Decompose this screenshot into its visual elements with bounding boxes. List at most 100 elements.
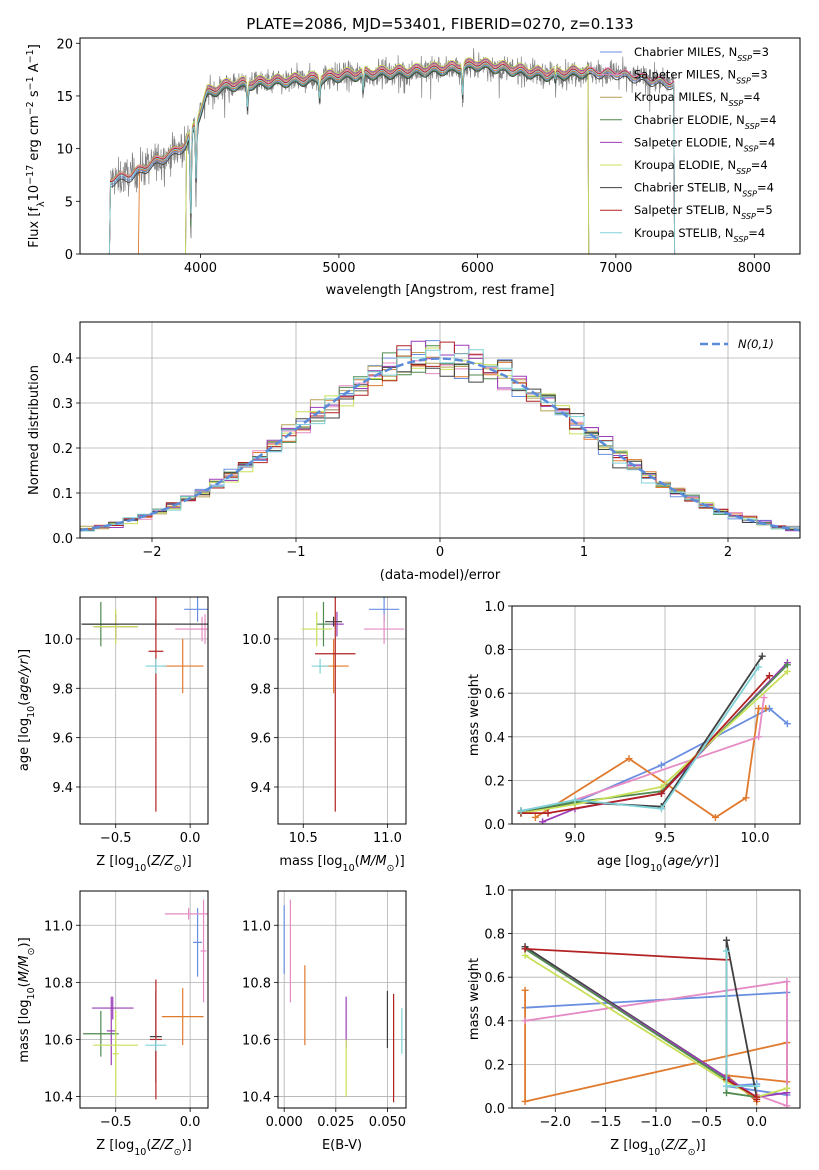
weight-marker bbox=[783, 720, 791, 728]
weight-marker bbox=[531, 813, 539, 821]
x-tick-label: 0.0 bbox=[746, 1115, 767, 1130]
label-part: Z [log bbox=[96, 854, 134, 869]
label-part: ⊙ bbox=[26, 948, 37, 956]
x-tick-label: −2 bbox=[142, 545, 161, 560]
label-part: Flux [f bbox=[27, 207, 42, 248]
x-tick-label: 9.0 bbox=[565, 831, 586, 846]
x-axis-label: (data-model)/error bbox=[380, 568, 501, 583]
x-tick-label: 10.0 bbox=[741, 831, 770, 846]
x-tick-label: 0.000 bbox=[266, 1115, 303, 1130]
error-bar-point bbox=[193, 908, 203, 977]
x-tick-label: 0 bbox=[436, 545, 444, 560]
legend-count: =5 bbox=[756, 203, 773, 217]
weight-marker bbox=[571, 796, 579, 804]
label-part: 10 bbox=[27, 185, 42, 202]
mass-vs-extinction-panel: 0.000 0.025 0.050 10.4 10.6 10.8 11.0 E(B-V) bbox=[242, 890, 407, 1153]
x-tick-label: 0.050 bbox=[369, 1115, 406, 1130]
label-part: )] bbox=[182, 1138, 192, 1153]
label-part: −2 bbox=[25, 101, 36, 115]
y-tick-label: 20 bbox=[56, 37, 73, 52]
weight-marker bbox=[657, 783, 665, 791]
legend-sub: SSP bbox=[734, 234, 749, 243]
x-tick-label: −1 bbox=[286, 545, 305, 560]
legend-entry: Chabrier ELODIE, NSSP=4 bbox=[634, 113, 776, 131]
label-part: mass [log bbox=[17, 999, 32, 1062]
age-vs-metallicity-panel: −0.5 0.09.49.69.810.0Z [log10(Z/Z⊙)]age [… bbox=[17, 596, 209, 874]
legend-count: =4 bbox=[743, 90, 760, 104]
weight-marker bbox=[753, 1095, 761, 1103]
y-tick-label: 10.4 bbox=[242, 1091, 271, 1106]
x-tick-label: 2 bbox=[724, 545, 732, 560]
legend-sub: SSP bbox=[737, 54, 752, 63]
y-axis-label: mass weight bbox=[467, 674, 482, 756]
model-spectrum bbox=[108, 62, 676, 254]
legend-sub: SSP bbox=[736, 76, 751, 85]
label-part: −1 bbox=[25, 49, 36, 63]
weight-marker bbox=[765, 672, 773, 680]
legend-count: =4 bbox=[751, 158, 768, 172]
age-vs-mass-panel: 10.5 11.0 9.4 9.6 9.8 10.0 mass [log10(M/M⊙)] bbox=[242, 596, 407, 874]
y-tick-label: 0.2 bbox=[484, 1058, 505, 1073]
y-tick-label: 0.2 bbox=[52, 442, 73, 457]
y-tick-label: 10.0 bbox=[242, 633, 271, 648]
legend-entry: Chabrier STELIB, NSSP=4 bbox=[634, 181, 774, 199]
y-tick-label: 0.8 bbox=[484, 928, 505, 943]
normal-curve bbox=[80, 357, 800, 532]
axes-frame bbox=[277, 890, 407, 1109]
x-axis-label: Z [log10(Z/Z⊙)] bbox=[96, 1138, 191, 1158]
axes-frame bbox=[511, 605, 801, 825]
label-part: 10 bbox=[134, 863, 146, 874]
model-spectrum bbox=[137, 63, 676, 254]
plot-area bbox=[80, 340, 800, 532]
x-tick-label: 0.0 bbox=[180, 831, 201, 846]
label-part: 10 bbox=[343, 863, 355, 874]
spectrum-panel: 4000 5000 6000 7000 8000 0 5 10 15 20 Chabrier MIL… bbox=[25, 37, 801, 298]
label-part: 10 bbox=[134, 1147, 146, 1158]
x-axis-label: Z [log10(Z/Z⊙)] bbox=[96, 854, 191, 874]
error-bar-point bbox=[363, 614, 405, 644]
y-tick-label: 0.4 bbox=[484, 1015, 505, 1030]
weight-line bbox=[524, 954, 788, 1099]
legend-entry: Salpeter STELIB, NSSP=5 bbox=[634, 203, 773, 221]
label-part: Z/Z bbox=[150, 1138, 174, 1153]
y-tick-label: 1.0 bbox=[484, 884, 505, 899]
y-tick-label: 11.0 bbox=[44, 919, 73, 934]
label-part: ( bbox=[662, 854, 667, 869]
legend-sub: SSP bbox=[745, 121, 760, 130]
weight-marker bbox=[521, 945, 529, 953]
legend-entry: Chabrier MILES, NSSP=3 bbox=[634, 45, 769, 63]
y-tick-label: 0.0 bbox=[484, 1102, 505, 1117]
error-bar-point bbox=[145, 1039, 167, 1051]
weight-marker bbox=[657, 805, 665, 813]
weight-marker bbox=[783, 661, 791, 669]
weight-marker bbox=[783, 1102, 791, 1108]
weight-marker bbox=[753, 1082, 761, 1090]
label-part: age/yr bbox=[17, 657, 32, 700]
y-axis-label: mass weight bbox=[467, 958, 482, 1040]
weight-vs-metallicity-panel: −2.0 −1.5 −1.0 −0.5 0.0 0.0 0.2 0.4 0.6 0.8 1.0 mas… bbox=[467, 884, 801, 1158]
x-tick-label: −0.5 bbox=[100, 831, 132, 846]
label-part: ( bbox=[660, 1138, 665, 1153]
label-part: ⊙ bbox=[688, 1147, 696, 1158]
plot-area bbox=[521, 936, 791, 1108]
weight-line bbox=[520, 670, 789, 814]
y-tick-label: 0.1 bbox=[52, 487, 73, 502]
weight-line bbox=[520, 655, 763, 814]
legend-name: Salpeter STELIB, N bbox=[634, 203, 741, 217]
error-bar-point bbox=[145, 658, 167, 674]
error-bar-point bbox=[106, 996, 116, 1066]
y-tick-label: 0.8 bbox=[484, 644, 505, 659]
label-part: s bbox=[27, 90, 42, 101]
label-part: ( bbox=[355, 854, 360, 869]
label-part: Z [log bbox=[96, 1138, 134, 1153]
label-part: ( bbox=[146, 1138, 151, 1153]
x-axis-label: Z [log10(Z/Z⊙)] bbox=[610, 1138, 705, 1158]
y-tick-label: 0.2 bbox=[484, 774, 505, 789]
legend-name: Chabrier ELODIE, N bbox=[634, 113, 745, 127]
x-tick-label: −1.0 bbox=[640, 1115, 672, 1130]
legend-sub: SSP bbox=[729, 99, 744, 108]
legend-count: =4 bbox=[757, 181, 774, 195]
weight-marker bbox=[722, 1089, 730, 1097]
y-tick-label: 9.4 bbox=[250, 781, 271, 796]
model-spectrum bbox=[185, 58, 590, 254]
